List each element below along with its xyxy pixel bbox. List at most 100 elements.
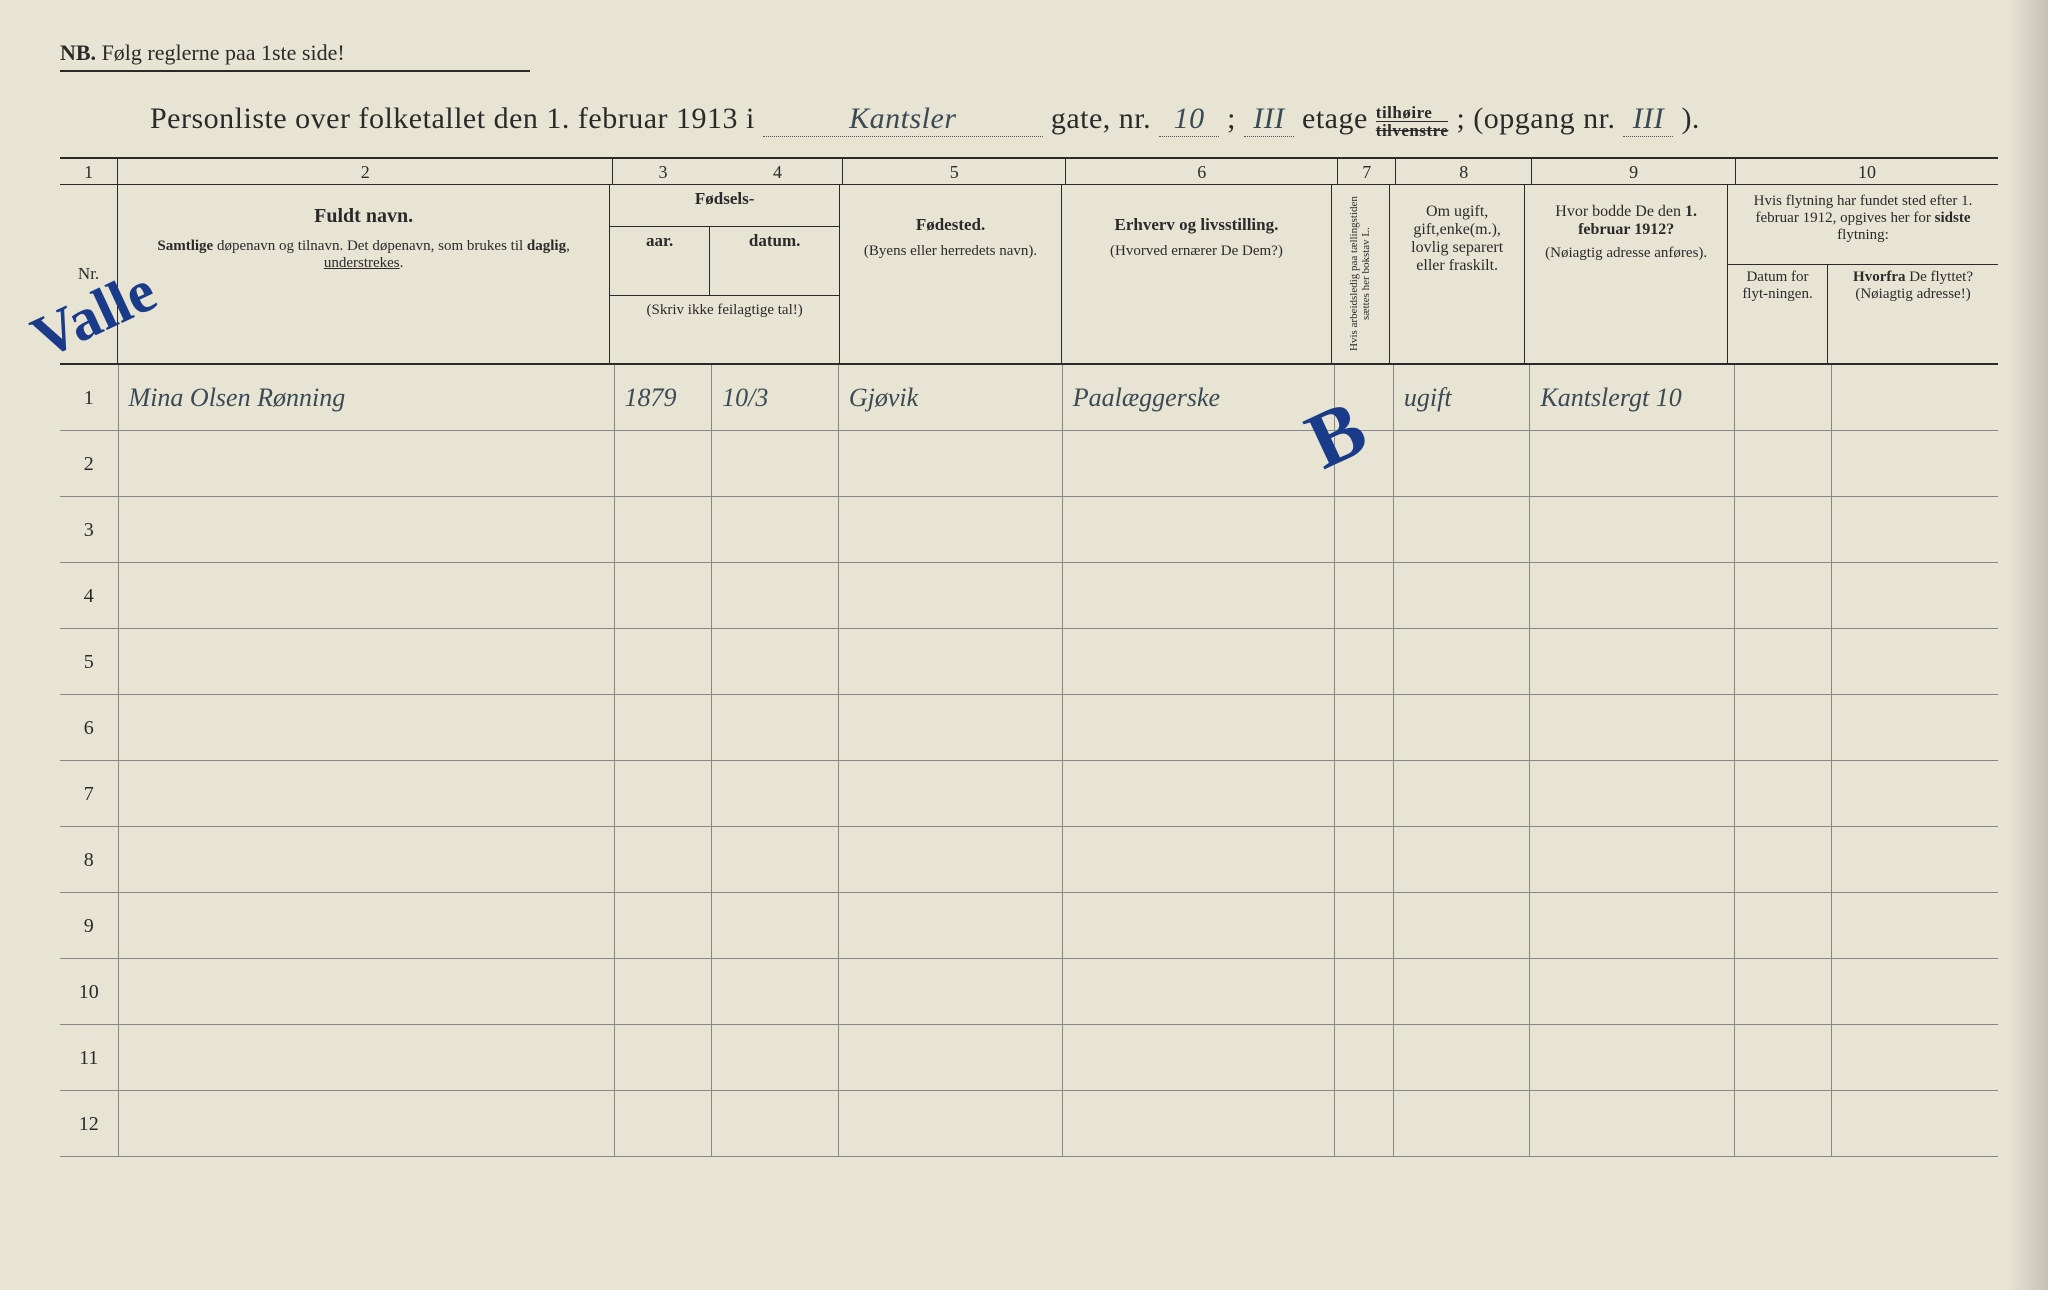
cell-nr: 12	[60, 1091, 119, 1156]
cell-erhverv	[1063, 893, 1335, 958]
cell-flyt-fra	[1832, 365, 1998, 430]
cell-erhverv	[1063, 695, 1335, 760]
cell-aar	[615, 695, 713, 760]
title-prefix: Personliste over folketallet den 1. febr…	[150, 102, 755, 135]
hdr-flyt-dat: Datum for flyt-ningen.	[1728, 265, 1828, 363]
cell-aar: 1879	[615, 365, 713, 430]
cell-fodested	[839, 431, 1063, 496]
hdr-flyt: Hvis flytning har fundet sted efter 1. f…	[1728, 185, 1998, 265]
cell-fodested	[839, 1025, 1063, 1090]
cell-arbeid	[1335, 563, 1394, 628]
nb-instruction: NB. Følg reglerne paa 1ste side!	[60, 40, 1998, 66]
cell-flyt-fra	[1832, 431, 1998, 496]
gate-label: gate, nr.	[1051, 102, 1151, 135]
cell-civil	[1394, 563, 1530, 628]
hdr-flyt-fra: Hvorfra De flyttet? (Nøiagtig adresse!)	[1828, 265, 1998, 363]
hdr-fodested-sub: (Byens eller herredets navn).	[844, 243, 1057, 260]
table-row: 1Mina Olsen Rønning187910/3GjøvikPaalægg…	[60, 365, 1998, 431]
tilhoire-option: tilhøire	[1376, 104, 1449, 122]
cell-name	[119, 827, 615, 892]
cell-erhverv	[1063, 563, 1335, 628]
cell-datum	[712, 1091, 839, 1156]
page-edge-shadow	[2008, 0, 2048, 1290]
cell-civil	[1394, 827, 1530, 892]
hdr-fodsels-note: (Skriv ikke feilagtige tal!)	[610, 295, 839, 363]
cell-bodde	[1530, 827, 1734, 892]
cell-name	[119, 1091, 615, 1156]
gate-number-handwritten: 10	[1174, 102, 1205, 135]
cell-name	[119, 695, 615, 760]
table-row: 6	[60, 695, 1998, 761]
cell-bodde	[1530, 497, 1734, 562]
cell-flyt-fra	[1832, 563, 1998, 628]
cell-arbeid	[1335, 959, 1394, 1024]
cell-arbeid	[1335, 827, 1394, 892]
cell-aar	[615, 1091, 713, 1156]
cell-civil	[1394, 761, 1530, 826]
cell-bodde	[1530, 629, 1734, 694]
cell-erhverv	[1063, 827, 1335, 892]
table-row: 8	[60, 827, 1998, 893]
cell-aar	[615, 629, 713, 694]
table-row: 7	[60, 761, 1998, 827]
hdr-erhverv-sub: (Hvorved ernærer De Dem?)	[1066, 243, 1327, 260]
cell-bodde	[1530, 695, 1734, 760]
cell-erhverv	[1063, 629, 1335, 694]
cell-erhverv: Paalæggerske	[1063, 365, 1335, 430]
title-close: ).	[1681, 102, 1700, 135]
cell-fodested	[839, 629, 1063, 694]
nb-text: Følg reglerne paa 1ste side!	[102, 40, 345, 65]
cell-fodested	[839, 893, 1063, 958]
cell-flyt-fra	[1832, 1025, 1998, 1090]
cell-erhverv	[1063, 1025, 1335, 1090]
cell-bodde	[1530, 1091, 1734, 1156]
cell-bodde	[1530, 563, 1734, 628]
street-name-handwritten: Kantsler	[849, 102, 956, 135]
cell-bodde	[1530, 959, 1734, 1024]
cell-flyt-dat	[1735, 629, 1833, 694]
cell-aar	[615, 431, 713, 496]
cell-flyt-dat	[1735, 695, 1833, 760]
cell-erhverv	[1063, 1091, 1335, 1156]
cell-flyt-dat	[1735, 893, 1833, 958]
colnum-1: 1	[60, 159, 118, 184]
colnum-8: 8	[1396, 159, 1532, 184]
colnum-6: 6	[1066, 159, 1338, 184]
nb-underline	[60, 70, 530, 72]
cell-datum	[712, 827, 839, 892]
cell-nr: 10	[60, 959, 119, 1024]
hdr-fuldt: Fuldt navn.	[314, 205, 413, 227]
colnum-10: 10	[1736, 159, 1998, 184]
cell-flyt-fra	[1832, 497, 1998, 562]
cell-erhverv	[1063, 431, 1335, 496]
etage-handwritten: III	[1253, 102, 1284, 135]
cell-bodde	[1530, 431, 1734, 496]
cell-civil: ugift	[1394, 365, 1530, 430]
cell-flyt-dat	[1735, 497, 1833, 562]
cell-nr: 9	[60, 893, 119, 958]
cell-flyt-fra	[1832, 827, 1998, 892]
cell-name	[119, 761, 615, 826]
cell-name	[119, 431, 615, 496]
cell-name	[119, 629, 615, 694]
cell-aar	[615, 893, 713, 958]
cell-fodested	[839, 761, 1063, 826]
cell-name	[119, 1025, 615, 1090]
cell-datum	[712, 629, 839, 694]
cell-aar	[615, 761, 713, 826]
cell-arbeid	[1335, 1091, 1394, 1156]
cell-flyt-fra	[1832, 695, 1998, 760]
cell-aar	[615, 959, 713, 1024]
form-title-line: Personliste over folketallet den 1. febr…	[60, 102, 1998, 139]
table-row: 11	[60, 1025, 1998, 1091]
cell-aar	[615, 1025, 713, 1090]
cell-arbeid	[1335, 431, 1394, 496]
cell-datum	[712, 761, 839, 826]
cell-flyt-dat	[1735, 365, 1833, 430]
table-header: Nr. Fuldt navn. Samtlige døpenavn og til…	[60, 185, 1998, 365]
cell-nr: 7	[60, 761, 119, 826]
cell-flyt-fra	[1832, 893, 1998, 958]
cell-name	[119, 959, 615, 1024]
cell-nr: 4	[60, 563, 119, 628]
cell-arbeid	[1335, 695, 1394, 760]
